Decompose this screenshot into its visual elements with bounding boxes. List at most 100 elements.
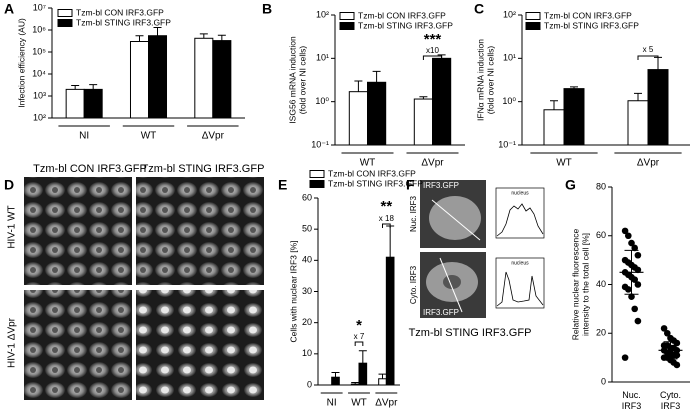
- y-tick-label: 80: [596, 181, 606, 191]
- row-header: HIV-1 WT: [7, 205, 18, 248]
- y-tick-label: 10⁶: [32, 24, 46, 34]
- y-tick-label: 40: [302, 255, 312, 265]
- y-tick-label: 10²: [503, 9, 516, 19]
- error-bar: [354, 80, 363, 92]
- y-tick-label: 10⁻¹: [498, 139, 516, 149]
- y-axis-label: Cells with nuclear IRF3 [%]: [288, 240, 298, 342]
- data-point: [634, 266, 642, 274]
- profile-label: nucleus: [511, 260, 529, 266]
- x-tick-label: WT: [351, 398, 367, 409]
- data-point: [621, 227, 629, 235]
- legend-swatch: [309, 180, 325, 188]
- data-point: [664, 329, 671, 337]
- data-point: [631, 305, 638, 313]
- data-point: [634, 317, 642, 325]
- significance-bracket: [382, 223, 391, 228]
- error-bar: [378, 373, 387, 379]
- x-tick-label: NI: [79, 131, 89, 142]
- annotation: x 18: [379, 214, 395, 223]
- legend-label: Tzm-bl STING IRF3.GFP: [358, 20, 453, 30]
- y-axis-label: intensity to the total cell [%]: [580, 233, 590, 336]
- legend-swatch: [339, 22, 355, 30]
- x-tick-label: ΔVpr: [637, 158, 660, 169]
- annotation: x10: [426, 46, 439, 55]
- y-tick-label: 0: [601, 376, 606, 386]
- bar: [350, 383, 360, 386]
- legend-label: Tzm-bl STING IRF3.GFP: [76, 17, 171, 27]
- error-bar: [89, 84, 98, 90]
- column-header: Tzm-bl CON IRF3.GFP: [33, 163, 147, 175]
- panel-letter: G: [565, 177, 576, 193]
- y-tick-label: 20: [302, 317, 312, 327]
- legend-swatch: [309, 170, 325, 178]
- bar: [358, 362, 368, 386]
- error-bar: [634, 92, 642, 101]
- legend-label: Tzm-bl STING IRF3.GFP: [328, 178, 423, 188]
- x-tick-label: WT: [556, 158, 572, 169]
- x-tick-label: ΔVpr: [421, 158, 444, 169]
- annotation: *: [356, 317, 362, 334]
- bar: [378, 378, 387, 386]
- bar: [148, 35, 168, 119]
- y-axis-label: Relative nuclear fluorescence: [570, 228, 580, 340]
- profile-trace: [496, 203, 544, 237]
- y-tick-label: 10³: [33, 90, 46, 100]
- legend-label: Tzm-bl CON IRF3.GFP: [76, 7, 164, 17]
- data-point: [625, 286, 632, 293]
- x-tick-label: ΔVpr: [375, 398, 398, 409]
- panel-letter: D: [4, 177, 14, 193]
- bar: [194, 37, 214, 119]
- image-label: IRF3.GFP: [423, 181, 459, 190]
- error-bar: [153, 26, 162, 36]
- data-point: [634, 251, 642, 259]
- bar: [348, 91, 368, 146]
- panel-letter: C: [474, 1, 484, 17]
- profile-plot: [495, 257, 545, 309]
- data-point: [673, 361, 681, 369]
- legend-swatch: [339, 12, 355, 20]
- row-header: Cyto. IRF3: [409, 265, 418, 304]
- x-tick-label: Cyto. IRF3: [660, 390, 681, 411]
- annotation: **: [380, 198, 392, 215]
- y-tick-label: 10¹: [316, 53, 329, 63]
- bar: [367, 81, 387, 146]
- data-point: [628, 293, 635, 300]
- x-tick-label: Nuc. IRF3: [622, 390, 642, 411]
- bar: [129, 41, 149, 119]
- x-tick-label: ΔVpr: [202, 131, 225, 142]
- y-tick-label: 0: [307, 379, 312, 389]
- cell: [429, 196, 481, 240]
- data-point: [660, 325, 668, 332]
- error-bar: [199, 33, 208, 39]
- error-bar: [351, 382, 360, 385]
- error-bar: [135, 35, 144, 42]
- bar: [432, 57, 452, 146]
- data-point: [621, 354, 629, 361]
- data-point: [634, 281, 642, 288]
- micrograph: [136, 177, 264, 285]
- data-point: [631, 276, 638, 283]
- data-point: [625, 232, 632, 240]
- error-bar: [372, 70, 381, 83]
- y-tick-label: 30: [302, 286, 312, 296]
- data-point: [628, 239, 635, 247]
- y-axis-label: (fold over NI cells): [297, 46, 307, 115]
- profile-line: [439, 257, 463, 313]
- legend-swatch: [57, 19, 73, 27]
- bar: [413, 98, 433, 146]
- y-tick-label: 10⁴: [32, 68, 46, 78]
- significance-bracket: [637, 55, 659, 60]
- panel-letter: E: [278, 177, 287, 193]
- micrograph: [136, 290, 264, 400]
- y-tick-label: 10⁰: [315, 96, 329, 106]
- legend-label: Tzm-bl CON IRF3.GFP: [358, 10, 446, 20]
- legend-label: Tzm-bl CON IRF3.GFP: [328, 168, 416, 178]
- panel-letter: A: [4, 1, 14, 17]
- bar: [563, 88, 585, 146]
- micrograph: [24, 177, 132, 285]
- error-bar: [570, 86, 578, 89]
- y-tick-label: 10²: [33, 112, 46, 122]
- y-tick-label: 10: [302, 348, 312, 358]
- sd-bar: [624, 249, 639, 295]
- data-point: [673, 351, 681, 359]
